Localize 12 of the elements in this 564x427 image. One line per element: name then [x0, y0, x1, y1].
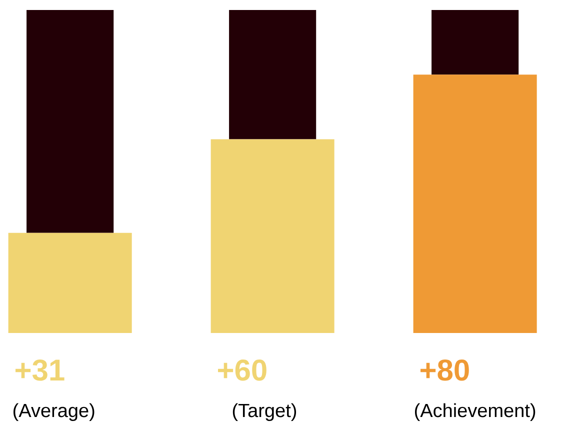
data-label: +80 [420, 360, 469, 381]
bar [432, 10, 519, 75]
bar [26, 10, 114, 233]
data-label: +31 [16, 359, 64, 381]
x-tick-label: (Target) [232, 403, 296, 421]
x-tick-label: (Average) [14, 403, 94, 421]
bar [210, 139, 334, 333]
bar [8, 232, 132, 333]
x-tick-label: (Achievement) [415, 403, 536, 421]
data-label: +60 [218, 360, 266, 381]
bar [413, 74, 537, 333]
bar [229, 10, 316, 140]
